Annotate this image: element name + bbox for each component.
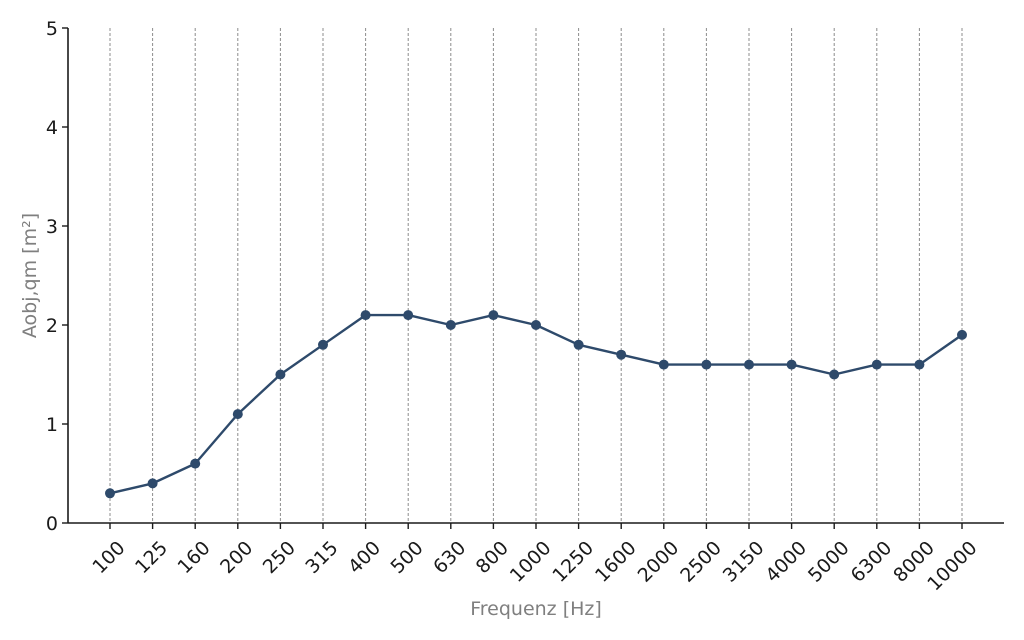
y-tick-label: 2 [46,315,58,337]
x-tick-label: 100 [88,537,129,578]
x-tick-label: 160 [174,537,215,578]
x-tick-label: 6300 [847,537,897,587]
data-point [701,359,712,370]
data-point [531,320,541,330]
x-tick-label: 1000 [506,537,556,587]
data-point [871,359,882,370]
x-tick-label: 250 [259,537,300,578]
data-point [318,339,328,350]
y-ticks: 0 1 2 3 4 5 [46,18,68,535]
x-tick-label: 1250 [548,537,598,587]
y-axis-title: Aobj,qm [m²] [19,213,41,338]
gridlines [109,28,963,523]
y-tick-label: 4 [46,117,58,139]
data-point [829,369,840,380]
x-tick-label: 2500 [676,537,726,587]
x-tick-label: 630 [429,537,470,578]
data-point [360,310,371,321]
x-tick-label: 5000 [804,537,854,587]
data-point [105,488,115,499]
data-point [786,359,797,370]
x-tick-label: 3150 [719,537,769,587]
data-point [914,359,925,370]
x-tick-label: 500 [387,537,428,578]
y-tick-label: 5 [46,18,58,40]
data-point [744,359,754,370]
x-tick-label: 125 [131,537,172,578]
data-point [957,329,967,340]
data-point [616,349,627,360]
data-point [232,409,243,420]
x-tick-label: 200 [216,537,257,578]
data-point [403,310,414,321]
data-point [658,359,669,370]
y-tick-label: 3 [46,216,58,238]
x-axis-title: Frequenz [Hz] [470,598,602,620]
x-tick-label: 400 [344,537,385,578]
x-tick-label: 1600 [591,537,641,587]
data-point [275,369,286,380]
y-tick-label: 0 [46,513,58,535]
data-point [573,339,584,350]
x-tick-label: 315 [301,537,342,578]
x-tick-label: 2000 [634,537,684,587]
x-tick-label: 4000 [761,537,811,587]
data-point [488,310,499,321]
x-ticks: 100 125 160 200 250 315 400 500 630 8001000125016… [88,523,982,595]
data-point [445,320,456,330]
data-point [147,478,158,489]
series [105,310,967,499]
y-tick-label: 1 [46,414,58,436]
data-point [190,458,201,469]
